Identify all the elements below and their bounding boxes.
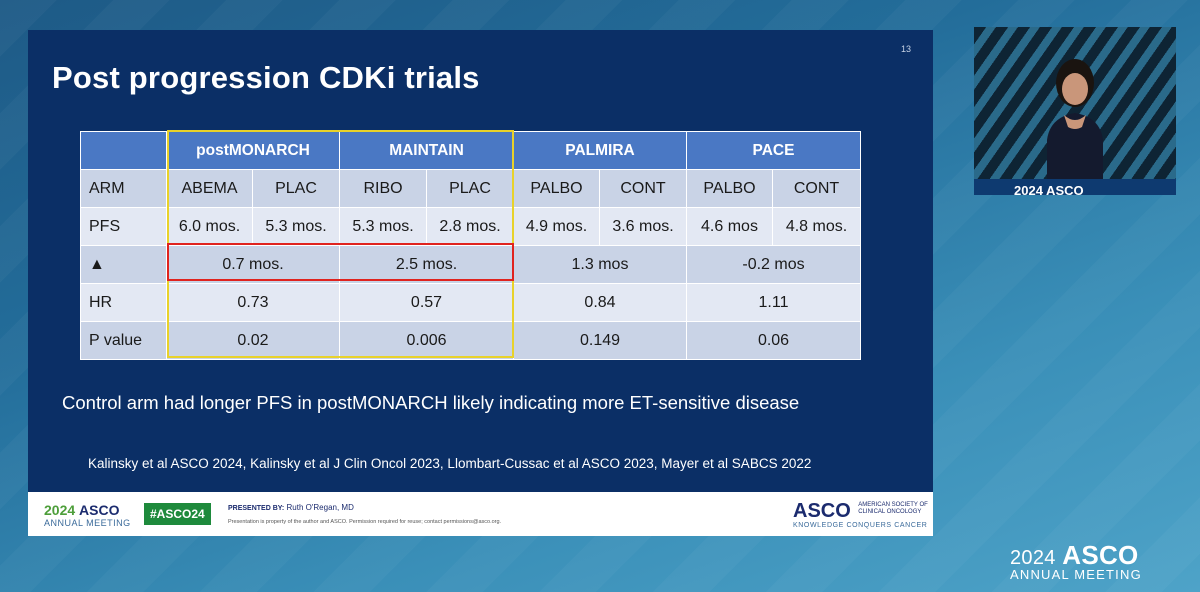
header-cell-empty (80, 131, 167, 170)
header-postmonarch: postMONARCH (166, 131, 340, 170)
logo-sub: ANNUAL MEETING (44, 518, 131, 528)
asco-tagline: KNOWLEDGE CONQUERS CANCER (793, 522, 928, 529)
slide-note: Control arm had longer PFS in postMONARC… (62, 392, 800, 413)
slide-title: Post progression CDKi trials (52, 60, 480, 95)
slide-footer: 2024 ASCO ANNUAL MEETING #ASCO24 PRESENT… (28, 492, 933, 536)
table-cell: 1.3 mos (513, 245, 687, 284)
row-label-hr: HR (80, 283, 167, 322)
table-cell: 0.149 (513, 321, 687, 360)
table-cell: PALBO (686, 169, 773, 208)
table-cell: 5.3 mos. (339, 207, 427, 246)
table-cell: 0.02 (166, 321, 340, 360)
table-cell: PLAC (426, 169, 514, 208)
speaker-figure (1047, 59, 1103, 195)
table-cell: 0.7 mos. (166, 245, 340, 284)
asco-sub1: AMERICAN SOCIETY OF (858, 502, 928, 508)
slide-references: Kalinsky et al ASCO 2024, Kalinsky et al… (88, 456, 812, 471)
table-cell: 1.11 (685, 283, 862, 322)
table-cell: PALBO (513, 169, 600, 208)
table-cell: RIBO (339, 169, 427, 208)
table-cell: 5.3 mos. (252, 207, 340, 246)
table-cell: 6.0 mos. (166, 207, 253, 246)
table-cell: CONT (599, 169, 687, 208)
row-label-pfs: PFS (80, 207, 167, 246)
presented-by: PRESENTED BY: Ruth O'Regan, MD (228, 503, 354, 512)
table-row-delta: ▲ 0.7 mos. 2.5 mos. 1.3 mos -0.2 mos (80, 245, 862, 284)
slide-number: 13 (900, 44, 911, 54)
asco-annual-meeting-logo: 2024 ASCO ANNUAL MEETING (44, 502, 131, 528)
table-cell: 3.6 mos. (599, 207, 687, 246)
presenter-name: Ruth O'Regan, MD (286, 503, 354, 512)
table-cell: CONT (771, 169, 862, 208)
table-header-row: postMONARCH MAINTAIN PALMIRA PACE (80, 131, 862, 170)
permission-text: Presentation is property of the author a… (228, 519, 502, 525)
podium (974, 179, 1176, 195)
header-pace: PACE (685, 131, 862, 170)
hashtag-badge: #ASCO24 (144, 503, 211, 525)
corner-logo-year: 2024 (1010, 547, 1056, 569)
logo-year: 2024 (44, 502, 76, 518)
table-cell: 4.8 mos. (771, 207, 862, 246)
table-cell: ABEMA (166, 169, 253, 208)
table-row-pfs: PFS 6.0 mos. 5.3 mos. 5.3 mos. 2.8 mos. … (80, 207, 862, 246)
table-row-pvalue: P value 0.02 0.006 0.149 0.06 (80, 321, 862, 360)
podium-text: 2024 ASCO (1014, 183, 1084, 195)
delta-triangle-icon: ▲ (80, 245, 167, 284)
asco-sub2: CLINICAL ONCOLOGY (858, 509, 922, 515)
row-label-arm: ARM (80, 169, 167, 208)
asco-wordmark: ASCO (793, 500, 851, 522)
corner-logo-sub: ANNUAL MEETING (1010, 567, 1142, 582)
logo-brand: ASCO (79, 502, 120, 518)
presented-by-label: PRESENTED BY: (228, 505, 285, 512)
table-cell: 0.006 (339, 321, 514, 360)
presentation-slide: 13 Post progression CDKi trials postMONA… (28, 30, 933, 536)
corner-asco-logo: 2024 ASCO ANNUAL MEETING (1010, 540, 1142, 582)
row-label-pvalue: P value (80, 321, 167, 360)
table-cell: -0.2 mos (685, 245, 862, 284)
table-cell: 4.6 mos (686, 207, 773, 246)
table-cell: 2.5 mos. (339, 245, 514, 284)
table-row-hr: HR 0.73 0.57 0.84 1.11 (80, 283, 862, 322)
table-cell: 4.9 mos. (513, 207, 600, 246)
table-cell: 2.8 mos. (426, 207, 514, 246)
header-maintain: MAINTAIN (339, 131, 514, 170)
table-cell: 0.06 (685, 321, 862, 360)
corner-logo-brand: ASCO (1062, 540, 1139, 570)
trials-table: postMONARCH MAINTAIN PALMIRA PACE ARM AB… (80, 131, 862, 360)
asco-society-logo: ASCO AMERICAN SOCIETY OF CLINICAL ONCOLOG… (793, 500, 928, 529)
table-cell: PLAC (252, 169, 340, 208)
table-cell: 0.84 (513, 283, 687, 322)
speaker-video: 2024 ASCO (974, 27, 1176, 195)
table-cell: 0.57 (339, 283, 514, 322)
table-cell: 0.73 (166, 283, 340, 322)
table-row-arm: ARM ABEMA PLAC RIBO PLAC PALBO CONT PALB… (80, 169, 862, 208)
header-palmira: PALMIRA (513, 131, 687, 170)
